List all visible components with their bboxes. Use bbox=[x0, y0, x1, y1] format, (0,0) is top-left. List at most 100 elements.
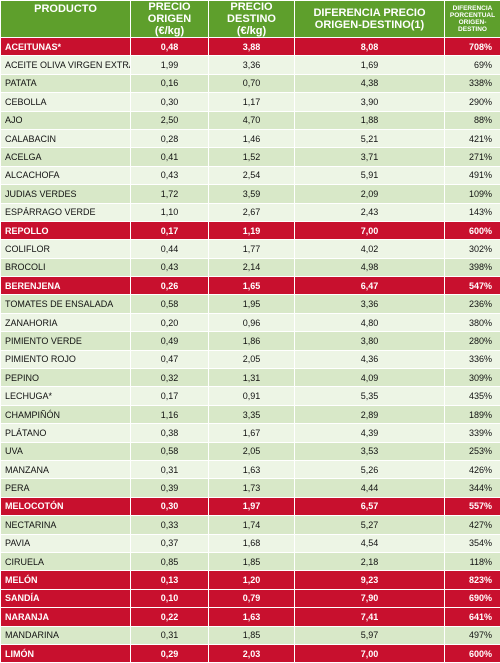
cell-destination-price: 2,05 bbox=[209, 350, 295, 368]
cell-destination-price: 1,20 bbox=[209, 571, 295, 589]
cell-destination-price: 1,85 bbox=[209, 626, 295, 644]
cell-destination-price: 1,17 bbox=[209, 93, 295, 111]
cell-destination-price: 1,77 bbox=[209, 240, 295, 258]
cell-destination-price: 1,52 bbox=[209, 148, 295, 166]
cell-destination-price: 1,67 bbox=[209, 424, 295, 442]
cell-price-difference: 7,41 bbox=[295, 608, 445, 626]
cell-product: ACEITE OLIVA VIRGEN EXTRA* bbox=[1, 56, 131, 74]
cell-product: ACEITUNAS* bbox=[1, 38, 131, 56]
cell-price-difference: 2,09 bbox=[295, 185, 445, 203]
cell-price-difference: 7,00 bbox=[295, 644, 445, 662]
cell-origin-price: 0,20 bbox=[131, 313, 209, 331]
cell-origin-price: 0,47 bbox=[131, 350, 209, 368]
cell-destination-price: 1,95 bbox=[209, 295, 295, 313]
cell-product: AJO bbox=[1, 111, 131, 129]
cell-percent-difference: 290% bbox=[445, 93, 500, 111]
cell-percent-difference: 547% bbox=[445, 277, 500, 295]
cell-destination-price: 1,73 bbox=[209, 479, 295, 497]
cell-destination-price: 3,88 bbox=[209, 38, 295, 56]
cell-price-difference: 3,71 bbox=[295, 148, 445, 166]
cell-origin-price: 0,44 bbox=[131, 240, 209, 258]
cell-percent-difference: 398% bbox=[445, 258, 500, 276]
cell-origin-price: 0,30 bbox=[131, 497, 209, 515]
cell-product: BERENJENA bbox=[1, 277, 131, 295]
cell-destination-price: 1,74 bbox=[209, 516, 295, 534]
cell-percent-difference: 435% bbox=[445, 387, 500, 405]
cell-origin-price: 0,48 bbox=[131, 38, 209, 56]
header-product: PRODUCTO bbox=[1, 1, 131, 38]
cell-origin-price: 0,30 bbox=[131, 93, 209, 111]
cell-price-difference: 9,23 bbox=[295, 571, 445, 589]
cell-product: UVA bbox=[1, 442, 131, 460]
cell-percent-difference: 421% bbox=[445, 129, 500, 147]
cell-percent-difference: 109% bbox=[445, 185, 500, 203]
cell-origin-price: 1,10 bbox=[131, 203, 209, 221]
cell-percent-difference: 88% bbox=[445, 111, 500, 129]
cell-percent-difference: 557% bbox=[445, 497, 500, 515]
cell-price-difference: 8,08 bbox=[295, 38, 445, 56]
cell-price-difference: 4,02 bbox=[295, 240, 445, 258]
cell-destination-price: 0,96 bbox=[209, 313, 295, 331]
cell-percent-difference: 309% bbox=[445, 369, 500, 387]
cell-destination-price: 2,54 bbox=[209, 166, 295, 184]
cell-price-difference: 7,90 bbox=[295, 589, 445, 607]
cell-product: PEPINO bbox=[1, 369, 131, 387]
cell-origin-price: 0,39 bbox=[131, 479, 209, 497]
cell-origin-price: 0,43 bbox=[131, 166, 209, 184]
cell-product: NECTARINA bbox=[1, 516, 131, 534]
cell-product: NARANJA bbox=[1, 608, 131, 626]
cell-origin-price: 0,28 bbox=[131, 129, 209, 147]
cell-destination-price: 0,91 bbox=[209, 387, 295, 405]
cell-destination-price: 2,05 bbox=[209, 442, 295, 460]
cell-percent-difference: 189% bbox=[445, 405, 500, 423]
cell-percent-difference: 600% bbox=[445, 221, 500, 239]
cell-product: PAVIA bbox=[1, 534, 131, 552]
cell-origin-price: 0,41 bbox=[131, 148, 209, 166]
cell-price-difference: 4,09 bbox=[295, 369, 445, 387]
cell-origin-price: 0,26 bbox=[131, 277, 209, 295]
cell-origin-price: 1,72 bbox=[131, 185, 209, 203]
cell-price-difference: 5,26 bbox=[295, 460, 445, 478]
cell-price-difference: 4,44 bbox=[295, 479, 445, 497]
cell-origin-price: 2,50 bbox=[131, 111, 209, 129]
cell-percent-difference: 143% bbox=[445, 203, 500, 221]
cell-percent-difference: 708% bbox=[445, 38, 500, 56]
cell-destination-price: 3,35 bbox=[209, 405, 295, 423]
cell-destination-price: 1,65 bbox=[209, 277, 295, 295]
cell-product: JUDIAS VERDES bbox=[1, 185, 131, 203]
cell-product: CALABACIN bbox=[1, 129, 131, 147]
cell-origin-price: 0,33 bbox=[131, 516, 209, 534]
cell-percent-difference: 302% bbox=[445, 240, 500, 258]
cell-price-difference: 3,80 bbox=[295, 332, 445, 350]
cell-percent-difference: 336% bbox=[445, 350, 500, 368]
cell-product: ACELGA bbox=[1, 148, 131, 166]
cell-product: COLIFLOR bbox=[1, 240, 131, 258]
cell-percent-difference: 641% bbox=[445, 608, 500, 626]
cell-destination-price: 2,14 bbox=[209, 258, 295, 276]
cell-percent-difference: 354% bbox=[445, 534, 500, 552]
cell-product: ZANAHORIA bbox=[1, 313, 131, 331]
cell-destination-price: 1,68 bbox=[209, 534, 295, 552]
cell-price-difference: 5,21 bbox=[295, 129, 445, 147]
cell-destination-price: 1,46 bbox=[209, 129, 295, 147]
cell-destination-price: 0,79 bbox=[209, 589, 295, 607]
cell-product: PATATA bbox=[1, 74, 131, 92]
cell-product: MANDARINA bbox=[1, 626, 131, 644]
